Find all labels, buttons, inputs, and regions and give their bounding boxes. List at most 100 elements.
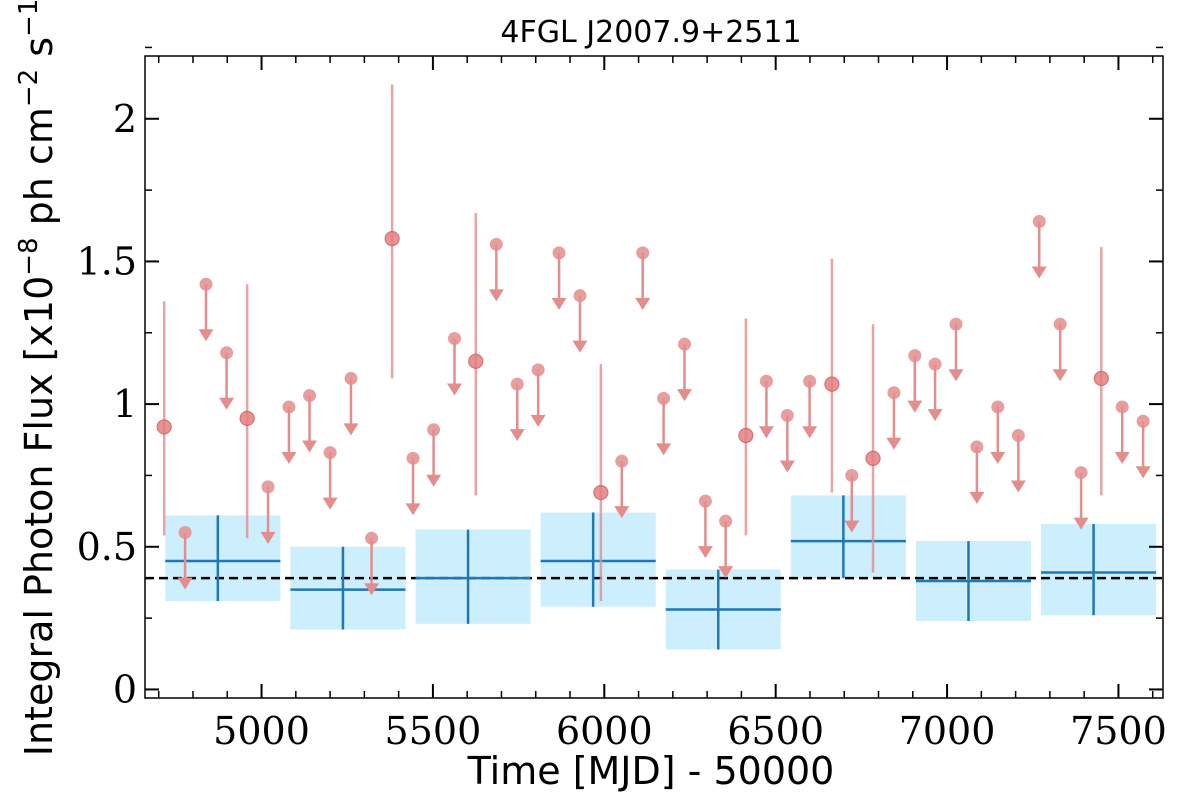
upper-limit-point: [303, 389, 317, 403]
upper-limit-arrowhead: [426, 474, 442, 487]
upper-limit-arrowhead: [635, 297, 651, 310]
y-tick-label: 0.5: [77, 525, 137, 569]
upper-limit-point: [323, 446, 337, 460]
monthly-flux-point: [824, 376, 840, 392]
upper-limit-point: [427, 423, 441, 437]
yearly-uncertainty-band: [415, 529, 531, 624]
tick-labels-layer: 5000 5500 6000 6500 7000 7500 0 0.5 1 1.5 2: [77, 97, 1167, 753]
upper-limit-arrowhead: [572, 340, 588, 353]
y-axis-label-exp3: −1: [14, 0, 44, 37]
yearly-uncertainty-band: [290, 546, 406, 630]
upper-limit-point: [406, 451, 420, 465]
upper-limit-arrowhead: [1135, 466, 1151, 479]
upper-limit-arrowhead: [405, 503, 421, 516]
upper-limit-arrowhead: [364, 583, 380, 596]
x-tick-label: 5500: [385, 709, 482, 753]
monthly-flux-point: [593, 484, 609, 501]
y-axis-label-s: s: [17, 37, 61, 69]
upper-limit-arrowhead: [302, 440, 318, 453]
upper-limit-point: [552, 246, 566, 260]
upper-limit-arrowhead: [1010, 480, 1026, 493]
upper-limit-arrowhead: [177, 577, 193, 590]
monthly-flux-point: [156, 419, 172, 435]
upper-limit-point: [845, 468, 859, 482]
upper-limit-point: [1011, 428, 1025, 442]
y-axis-label-exp1: −8: [14, 237, 44, 275]
upper-limit-arrowhead: [1073, 517, 1089, 530]
x-tick-label: 7500: [1070, 709, 1167, 753]
upper-limit-point: [365, 531, 379, 545]
upper-limit-arrowhead: [219, 397, 235, 410]
yearly-uncertainty-band: [790, 495, 906, 579]
upper-limit-point: [178, 526, 192, 540]
upper-limit-arrowhead: [779, 460, 795, 473]
plot-frame: [144, 55, 1164, 699]
upper-limit-arrowhead: [322, 497, 338, 510]
y-axis-label-exp2: −2: [14, 69, 44, 107]
upper-limit-arrowhead: [990, 451, 1006, 464]
y-axis-label: Integral Photon Flux [x10−8 ph cm−2 s−1]: [14, 0, 61, 756]
upper-limit-point: [1053, 317, 1067, 331]
upper-limit-point: [780, 409, 794, 423]
y-tick-label: 1.5: [77, 239, 137, 283]
upper-limit-arrowhead: [758, 426, 774, 439]
upper-limit-point: [344, 371, 358, 385]
upper-limit-point: [573, 289, 587, 303]
y-tick-label: 1: [113, 382, 137, 426]
yearly-bands-layer: [165, 495, 1157, 650]
upper-limit-arrowhead: [656, 443, 672, 456]
monthly-flux-point: [239, 410, 255, 426]
x-axis-label: Time [MJD] - 50000: [467, 749, 835, 793]
upper-limit-point: [949, 317, 963, 331]
upper-limit-point: [261, 480, 275, 494]
upper-limit-arrowhead: [844, 520, 860, 533]
y-tick-label: 0: [113, 667, 137, 711]
upper-limit-point: [759, 374, 773, 388]
upper-limit-point: [803, 374, 817, 388]
ticks-layer: [145, 46, 1163, 698]
y-tick-label: 2: [113, 97, 137, 141]
yearly-uncertainty-band: [1041, 523, 1157, 616]
upper-limit-point: [448, 331, 462, 345]
upper-limit-arrowhead: [1114, 451, 1130, 464]
upper-limit-arrowhead: [907, 400, 923, 413]
upper-limit-point: [908, 349, 922, 363]
upper-limit-arrowhead: [343, 423, 359, 436]
x-tick-label: 7000: [899, 709, 996, 753]
upper-limit-point: [1074, 466, 1088, 480]
upper-limit-arrowhead: [447, 383, 463, 396]
upper-limit-point: [1032, 214, 1046, 228]
upper-limit-arrowhead: [198, 329, 214, 342]
chart-title: 4FGL J2007.9+2511: [500, 15, 801, 50]
upper-limit-arrowhead: [948, 369, 964, 382]
upper-limit-point: [510, 377, 524, 391]
upper-limit-arrowhead: [1031, 266, 1047, 279]
upper-limit-point: [1136, 414, 1150, 428]
monthly-flux-point: [1093, 370, 1109, 387]
upper-limit-point: [698, 494, 712, 508]
x-tick-label: 6500: [727, 709, 824, 753]
upper-limit-point: [678, 337, 692, 351]
monthly-flux-point: [468, 353, 484, 369]
monthly-flux-point: [865, 450, 881, 466]
upper-limit-arrowhead: [281, 451, 297, 464]
upper-limit-point: [991, 400, 1005, 414]
upper-limit-point: [657, 391, 671, 405]
x-tick-label: 6000: [556, 709, 653, 753]
upper-limit-arrowhead: [530, 414, 546, 427]
upper-limit-arrowhead: [260, 531, 276, 544]
upper-limit-arrowhead: [969, 491, 985, 504]
upper-limit-point: [1115, 400, 1129, 414]
upper-limit-point: [199, 277, 213, 291]
upper-limit-arrowhead: [886, 437, 902, 450]
upper-limit-point: [719, 514, 733, 528]
y-axis-label-mid: ph cm: [17, 107, 61, 237]
monthly-points-layer: [156, 84, 1151, 601]
upper-limit-point: [531, 363, 545, 377]
upper-limit-point: [220, 346, 234, 360]
upper-limit-arrowhead: [551, 297, 567, 310]
upper-limit-point: [615, 454, 629, 468]
upper-limit-point: [636, 246, 650, 260]
upper-limit-arrowhead: [927, 409, 943, 422]
